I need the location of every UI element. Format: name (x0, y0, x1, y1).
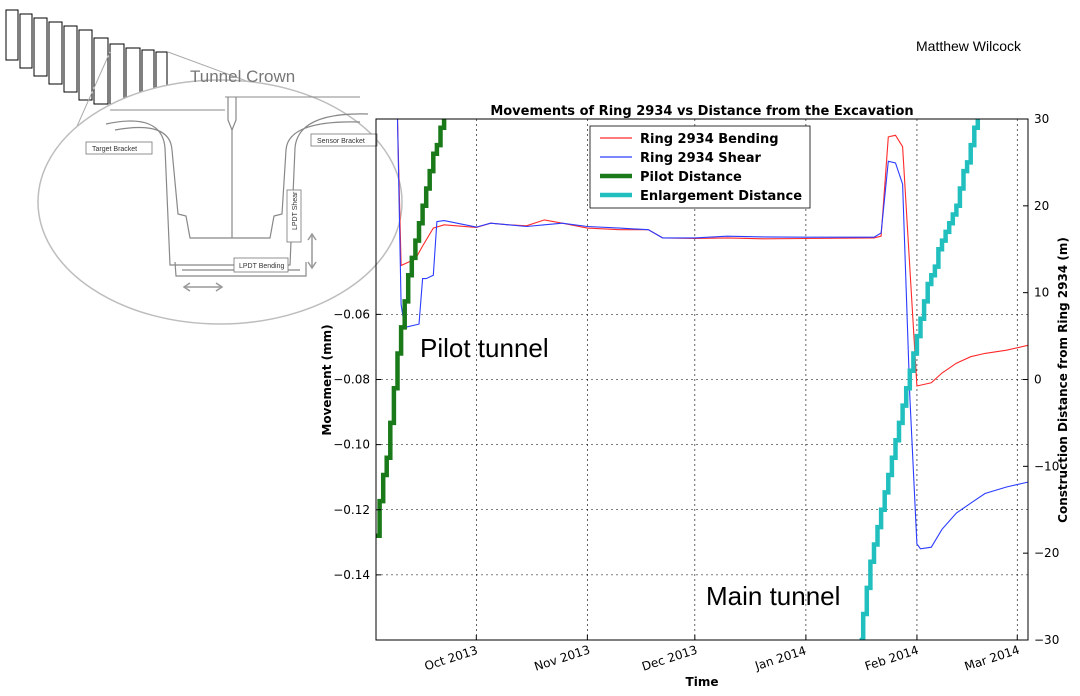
x-tick-label: Oct 2013 (423, 643, 480, 673)
y2-axis-label: Construction Distance from Ring 2934 (m) (1056, 237, 1070, 523)
y-tick-label: −0.12 (333, 503, 370, 517)
tunnel-rings-icon (5, 9, 168, 105)
series-line-ring-2934-bending (376, 119, 1028, 387)
legend-entry-label: Ring 2934 Bending (640, 132, 779, 147)
series-line-enlargement-distance (859, 119, 981, 640)
y2-tick-label: −20 (1034, 546, 1059, 560)
series-layer (376, 119, 1028, 640)
series-line-ring-2934-shear (376, 119, 1028, 550)
y-axis-label: Movement (mm) (320, 324, 334, 435)
x-tick-label: Mar 2014 (963, 643, 1022, 674)
inset-tunnel-crown-label: Tunnel Crown (190, 67, 295, 86)
x-tick-label: Feb 2014 (863, 643, 920, 673)
y-tick-label: −0.14 (333, 568, 370, 582)
inset-target-bracket-label: Target Bracket (92, 146, 137, 153)
instrument-inset-diagram: Tunnel Crown Target Bracket Sensor Brack… (5, 9, 403, 325)
y-tick-label: −0.10 (333, 438, 370, 452)
main-tunnel-annotation: Main tunnel (706, 581, 840, 611)
x-tick-label: Nov 2013 (532, 643, 591, 674)
inset-sensor-bracket-label: Sensor Bracket (317, 138, 365, 145)
pilot-tunnel-annotation: Pilot tunnel (420, 333, 549, 363)
author-name: Matthew Wilcock (916, 38, 1022, 54)
double-arrow-icon (182, 232, 317, 292)
x-tick-label: Dec 2013 (640, 643, 699, 674)
legend-entry-label: Enlargement Distance (640, 189, 802, 204)
legend-entry-label: Ring 2934 Shear (640, 151, 761, 166)
series-line-pilot-distance (376, 119, 447, 539)
x-tick-label: Jan 2014 (752, 643, 808, 673)
x-axis-label: Time (686, 675, 719, 689)
y2-tick-label: 10 (1034, 286, 1049, 300)
y2-tick-label: 30 (1034, 112, 1049, 126)
y2-tick-label: 20 (1034, 199, 1049, 213)
chart-title: Movements of Ring 2934 vs Distance from … (490, 104, 913, 119)
y2-tick-label: 0 (1034, 373, 1042, 387)
legend-entry-label: Pilot Distance (640, 170, 742, 185)
y2-tick-label: −10 (1034, 459, 1059, 473)
y-tick-label: −0.08 (333, 373, 370, 387)
inset-lpdt-bending-label: LPDT Bending (239, 263, 285, 270)
y2-tick-label: −30 (1034, 633, 1059, 647)
legend: Ring 2934 Bending Ring 2934 Shear Pilot Di… (589, 125, 811, 209)
inset-lpdt-shear-label: LPDT Shear (292, 191, 299, 230)
y-tick-label: −0.06 (333, 307, 370, 321)
